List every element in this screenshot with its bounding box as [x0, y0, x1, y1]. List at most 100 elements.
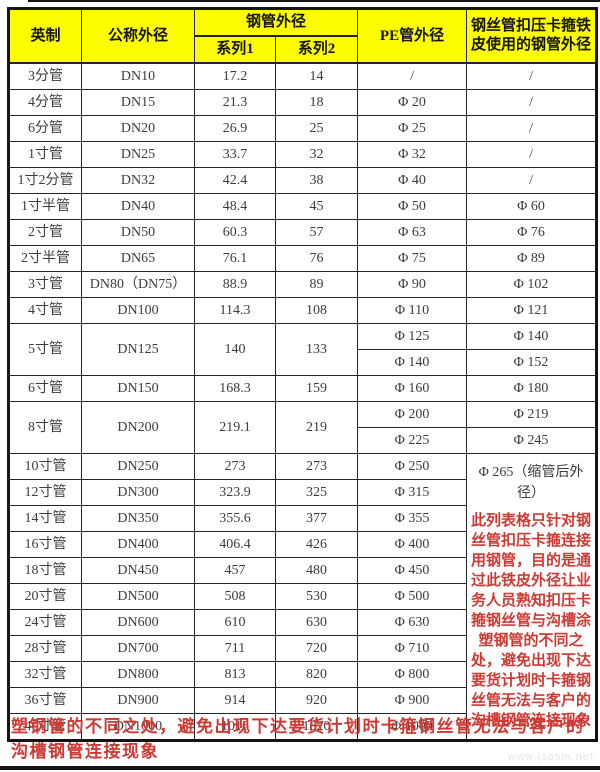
table-row: 1寸半管 DN40 48.4 45 Φ 50 Φ 60	[8, 193, 598, 220]
imperial-cell: 1寸管	[8, 141, 82, 168]
series2-cell: 14	[274, 62, 359, 90]
imperial-cell: 20寸管	[8, 583, 82, 610]
nominal-od-cell: DN400	[81, 531, 195, 558]
header-row: 英制 公称外径 钢管外径 PE管外径 钢丝管扣压卡箍铁皮使用的钢管外径	[8, 8, 598, 64]
header-subrow: 系列1 系列2	[9, 35, 597, 64]
series1-cell: 26.9	[194, 115, 276, 142]
pe-od-cell: Φ 710	[357, 635, 468, 662]
pe-od-cell: Φ 50	[357, 193, 468, 220]
imperial-cell: 24寸管	[8, 609, 82, 636]
nominal-od-cell: DN80（DN75）	[81, 271, 195, 298]
imperial-cell: 8寸管	[8, 401, 82, 454]
series2-cell: 1020	[274, 713, 359, 741]
header-pe-pipe-od: PE管外径	[357, 8, 468, 64]
pe-od-cell: Φ 63	[357, 219, 468, 246]
pe-od-cell: Φ 1000	[357, 713, 468, 741]
imperial-cell: 16寸管	[8, 531, 82, 558]
imperial-cell: 36寸管	[8, 687, 82, 714]
wire-column-note: 此列表格只针对钢丝管扣压卡箍连接用钢管，目的是通过此铁皮外径让业务人员熟知扣压卡…	[471, 513, 592, 729]
nominal-od-cell: DN350	[81, 505, 195, 532]
wire-od-cell: Φ 180	[466, 375, 598, 402]
nominal-od-cell: DN100	[81, 297, 195, 324]
series2-cell: 57	[274, 219, 359, 246]
table-row: 12寸管 DN300 323.9 325 Φ 315	[8, 479, 597, 506]
series2-cell: 89	[274, 271, 359, 298]
wire-od-cell: Φ 60	[466, 193, 598, 220]
imperial-cell: 12寸管	[8, 479, 82, 506]
series1-cell: 610	[194, 609, 276, 636]
pe-od-cell: Φ 125	[357, 323, 468, 350]
series2-cell: 530	[274, 583, 359, 610]
table-row: 36寸管 DN900 914 920 Φ 900	[8, 687, 597, 714]
pe-od-cell: Φ 20	[357, 89, 468, 116]
wire-od-cell: Φ 152	[466, 349, 598, 376]
header-imperial: 英制	[8, 8, 82, 64]
table-row: 32寸管 DN800 813 820 Φ 800	[8, 661, 597, 688]
series1-cell: 406.4	[194, 531, 276, 558]
pe-od-cell: Φ 355	[357, 505, 468, 532]
nominal-od-cell: DN300	[81, 479, 195, 506]
series1-cell: 508	[194, 583, 276, 610]
nominal-od-cell: DN25	[81, 141, 195, 168]
series2-cell: 108	[274, 297, 359, 324]
imperial-cell: 18寸管	[8, 557, 82, 584]
pe-od-cell: Φ 630	[357, 609, 468, 636]
shrunk-od-value: Φ 265（缩管后外径）	[478, 465, 584, 501]
imperial-cell: 32寸管	[8, 661, 82, 688]
imperial-cell: 1寸2分管	[8, 167, 82, 194]
footer-note: 塑钢管的不同之处，避免出现下达要货计划时卡箍钢丝管无法与客户的沟槽钢管连接现象	[11, 717, 585, 761]
nominal-od-cell: DN1000	[81, 713, 195, 741]
series1-cell: 273	[194, 453, 276, 480]
table-row: 2寸半管 DN65 76.1 76 Φ 75 Φ 89	[8, 245, 598, 272]
pe-od-cell: Φ 200	[357, 401, 468, 428]
table-row: 4寸管 DN100 114.3 108 Φ 110 Φ 121	[8, 297, 598, 324]
nominal-od-cell: DN65	[81, 245, 195, 272]
header-nominal-od: 公称外径	[81, 8, 195, 64]
table-row: 3寸管 DN80（DN75） 88.9 89 Φ 90 Φ 102	[8, 271, 598, 298]
imperial-cell: 40寸管	[8, 713, 82, 741]
imperial-cell: 6分管	[8, 115, 82, 142]
series1-cell: 914	[194, 687, 276, 714]
table-row: 6分管 DN20 26.9 25 Φ 25/	[8, 115, 598, 142]
imperial-cell: 5寸管	[8, 323, 82, 376]
wire-od-cell: Φ 219	[466, 401, 598, 428]
nominal-od-cell: DN500	[81, 583, 195, 610]
nominal-od-cell: DN125	[81, 323, 195, 376]
imperial-cell: 10寸管	[8, 453, 82, 480]
table-row: 3分管 DN10 17.2 14//	[8, 62, 598, 90]
series1-cell: 21.3	[194, 89, 276, 116]
top-border-line	[28, 0, 600, 2]
table-row: 16寸管 DN400 406.4 426 Φ 400	[8, 531, 597, 558]
header-series1: 系列1	[194, 35, 276, 64]
series1-cell: 219.1	[194, 401, 276, 454]
wire-od-cell: /	[466, 89, 598, 116]
header-series2: 系列2	[274, 35, 359, 64]
table-row: Φ 225 Φ 245	[9, 427, 598, 454]
series2-cell: 18	[274, 89, 359, 116]
imperial-cell: 3寸管	[8, 271, 82, 298]
nominal-od-cell: DN200	[81, 401, 195, 454]
wire-od-cell: Φ 102	[466, 271, 598, 298]
series2-cell: 38	[274, 167, 359, 194]
nominal-od-cell: DN700	[81, 635, 195, 662]
header-wire-pipe-od: 钢丝管扣压卡箍铁皮使用的钢管外径	[466, 8, 598, 64]
series1-cell: 1016	[194, 713, 276, 741]
table-row: 20寸管 DN500 508 530 Φ 500	[8, 583, 597, 610]
series1-cell: 48.4	[194, 193, 276, 220]
series2-cell: 325	[274, 479, 359, 506]
series1-cell: 813	[194, 661, 276, 688]
imperial-cell: 4分管	[8, 89, 82, 116]
pe-od-cell: Φ 160	[357, 375, 468, 402]
nominal-od-cell: DN150	[81, 375, 195, 402]
series2-cell: 720	[274, 635, 359, 662]
series1-cell: 355.6	[194, 505, 276, 532]
series2-cell: 45	[274, 193, 359, 220]
pe-od-cell: Φ 75	[357, 245, 468, 272]
wire-od-cell: Φ 245	[466, 427, 598, 454]
wire-od-cell: Φ 140	[466, 323, 598, 350]
imperial-cell: 2寸半管	[8, 245, 82, 272]
wire-od-cell: Φ 76	[466, 219, 598, 246]
imperial-cell: 3分管	[8, 62, 82, 90]
series1-cell: 88.9	[194, 271, 276, 298]
